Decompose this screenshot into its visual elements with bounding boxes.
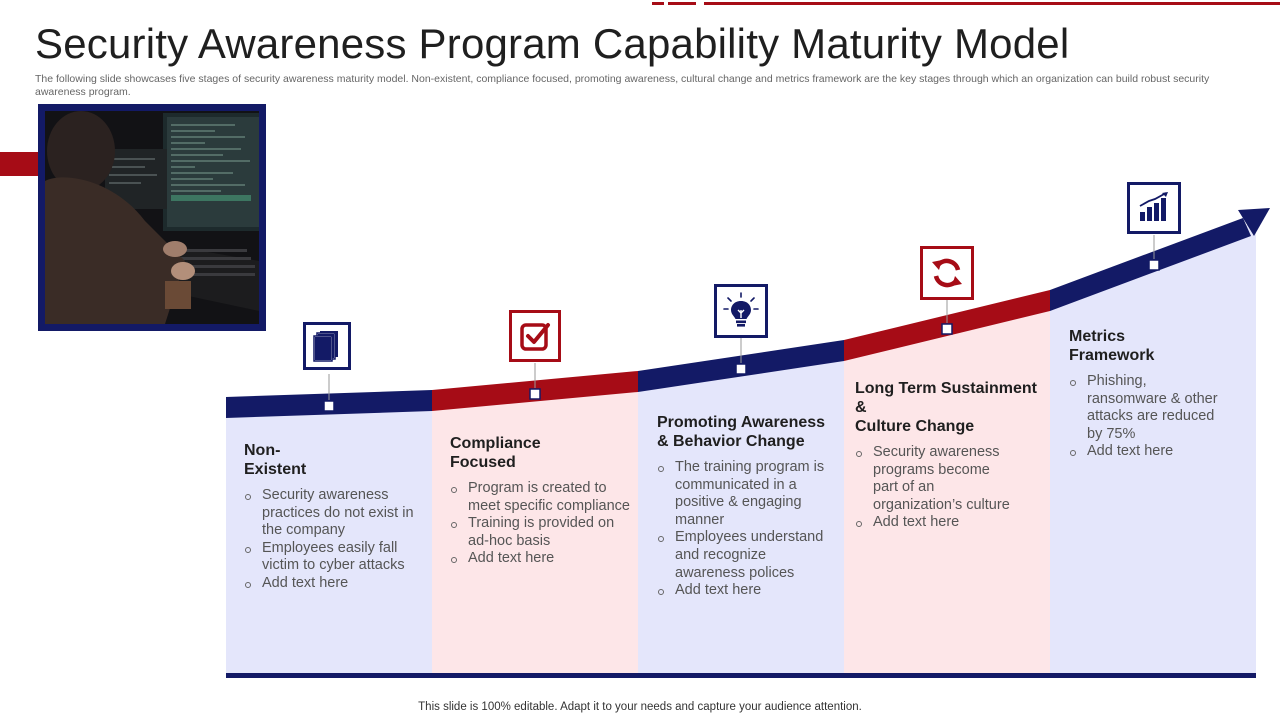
stage-panel: [1050, 222, 1256, 678]
stage-column-non-existent: Non- Existent Security awareness practic…: [244, 441, 424, 593]
bar-chart-icon: [1139, 192, 1168, 221]
stage-bullet-list: Security awareness programs become part …: [855, 444, 1015, 532]
stage-marker: [735, 363, 747, 375]
stage-heading: Compliance Focused: [450, 435, 541, 471]
stage-panel: [844, 291, 1050, 678]
page-title: Security Awareness Program Capability Ma…: [35, 20, 1070, 67]
refresh-icon: [932, 258, 962, 288]
arrow-head: [1238, 208, 1270, 236]
stage-bullet: Security awareness practices do not exis…: [244, 487, 424, 540]
stage-heading: Promoting Awareness & Behavior Change: [657, 414, 826, 450]
footer-note: This slide is 100% editable. Adapt it to…: [418, 701, 862, 713]
stage-marker: [323, 400, 335, 412]
lightbulb-icon: [723, 292, 759, 327]
stage-icon-box: [1127, 182, 1181, 234]
stage-panel: [638, 341, 844, 678]
top-accent-bar: [704, 2, 1280, 5]
stage-icon-box: [714, 284, 768, 338]
stage-panel: [226, 391, 432, 678]
baseline: [226, 673, 1256, 678]
stage-bullet: Employees understand and recognize aware…: [657, 529, 835, 582]
stage-bullet: Employees easily fall victim to cyber at…: [244, 540, 424, 575]
stage-bullet-list: The training program is communicated in …: [657, 459, 835, 600]
stage-marker: [529, 388, 541, 400]
stage-icon-box: [920, 246, 974, 300]
stage-bullet-list: Program is created to meet specific comp…: [450, 480, 630, 568]
stage-bullet: The training program is communicated in …: [657, 459, 835, 529]
stage-column-promoting-awareness: Promoting Awareness & Behavior Change Th…: [657, 413, 835, 600]
stage-heading: Non- Existent: [244, 442, 307, 478]
stage-marker: [941, 323, 953, 335]
stage-column-compliance-focused: Compliance Focused Program is created to…: [450, 434, 630, 568]
top-accent-bar: [652, 2, 664, 5]
stage-bullet: Phishing, ransomware & other attacks are…: [1069, 373, 1219, 443]
checkbox-icon: [520, 323, 550, 351]
stage-bullet: Add text here: [1069, 443, 1219, 461]
stage-bullet: Add text here: [855, 514, 1015, 532]
stage-panel: [432, 372, 638, 678]
stage-icon-box: [509, 310, 561, 362]
top-accent-bar: [668, 2, 696, 5]
stage-bullet-list: Phishing, ransomware & other attacks are…: [1069, 373, 1219, 461]
stage-bullet-list: Security awareness practices do not exis…: [244, 487, 424, 593]
stage-marker: [1148, 259, 1160, 271]
stage-bullet: Program is created to meet specific comp…: [450, 480, 630, 515]
side-accent-bar: [0, 152, 40, 176]
hacker-photo: [38, 104, 266, 331]
stage-column-metrics-framework: Metrics Framework Phishing, ransomware &…: [1069, 327, 1249, 461]
document-stack-icon: [313, 331, 338, 362]
stage-icon-box: [303, 322, 351, 370]
page-subtitle: The following slide showcases five stage…: [35, 73, 1210, 98]
stage-column-long-term-sustainment: Long Term Sustainment & Culture Change S…: [855, 379, 1051, 532]
stage-bullet: Add text here: [657, 582, 835, 600]
stage-heading: Metrics Framework: [1069, 328, 1155, 364]
stage-bullet: Add text here: [450, 550, 630, 568]
stage-heading: Long Term Sustainment & Culture Change: [855, 380, 1037, 435]
stage-bullet: Security awareness programs become part …: [855, 444, 1015, 514]
stage-bullet: Training is provided on ad-hoc basis: [450, 515, 630, 550]
stage-bullet: Add text here: [244, 575, 424, 593]
